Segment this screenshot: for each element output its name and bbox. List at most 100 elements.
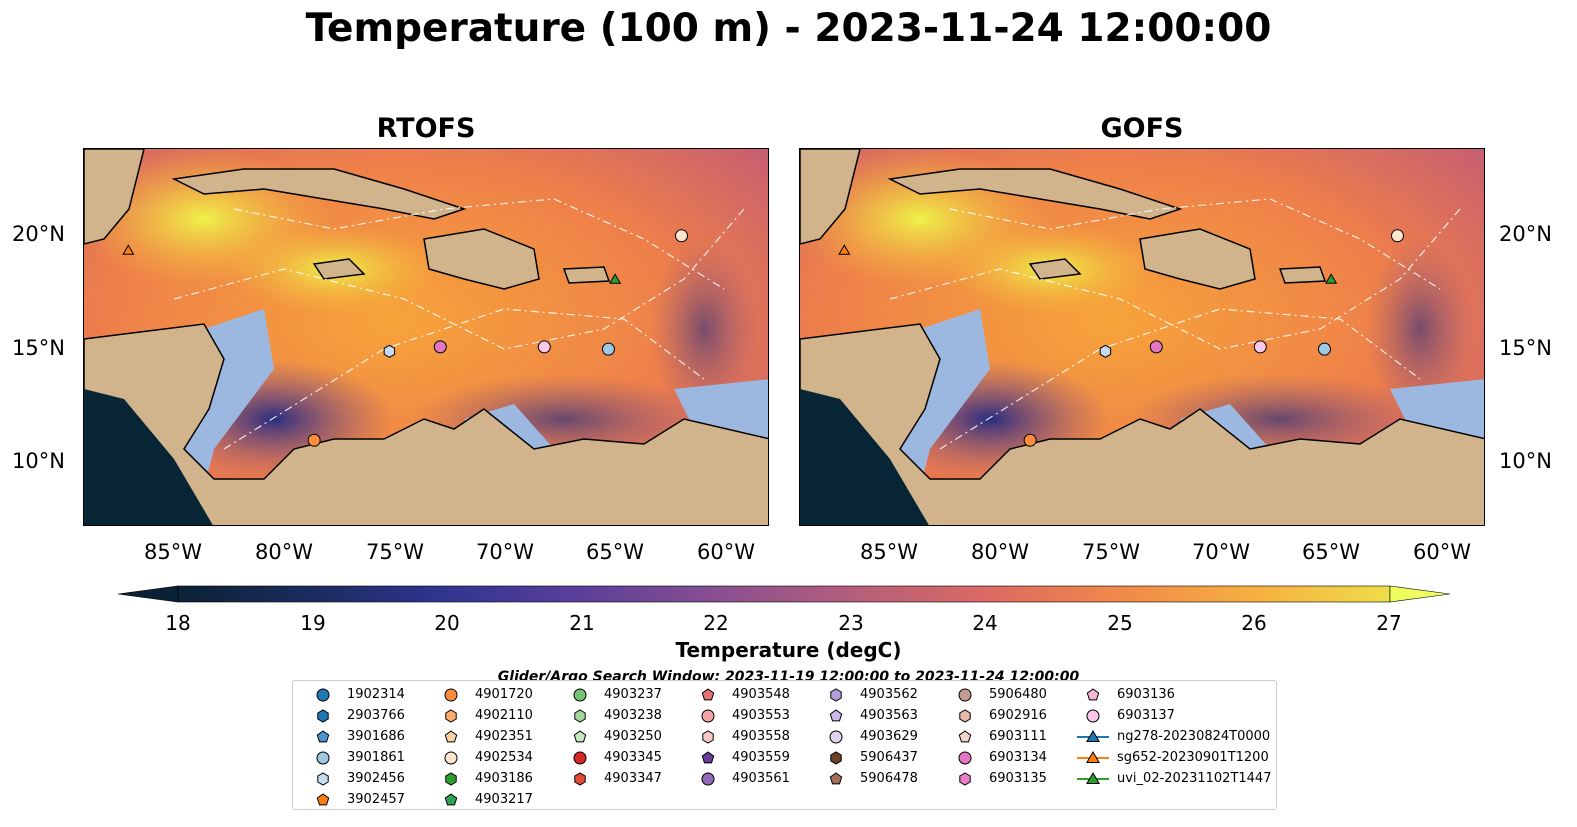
legend-marker-icon <box>573 751 587 765</box>
legend-item-label: 4903559 <box>732 750 790 765</box>
marker-3901861 <box>601 342 615 356</box>
legend-item-label: 4903558 <box>732 729 790 744</box>
cbar-tick-23: 23 <box>838 611 864 635</box>
legend-item-label: 4903629 <box>860 729 918 744</box>
legend-marker-icon <box>316 751 330 765</box>
lon-tick-60-gofs: 60°W <box>1413 540 1471 564</box>
lat-tick-20-right: 20°N <box>1499 222 1552 246</box>
legend-item-label: 3901686 <box>347 729 405 744</box>
cbar-tick-27: 27 <box>1376 611 1402 635</box>
legend-marker-icon <box>829 772 843 785</box>
gofs-map <box>799 148 1485 526</box>
marker-4901720 <box>1023 433 1037 447</box>
legend-marker-icon <box>701 709 715 723</box>
legend-item-label: ng278-20230824T0000 <box>1117 729 1271 744</box>
legend-item-label: 6903137 <box>1117 708 1175 723</box>
legend-item-label: 4903345 <box>604 750 662 765</box>
lat-tick-20-left: 20°N <box>12 222 65 246</box>
cbar-tick-25: 25 <box>1107 611 1133 635</box>
legend-marker-icon <box>444 688 458 702</box>
lon-tick-65-rtofs: 65°W <box>586 540 644 564</box>
marker-uvi_02-20231102T1447 <box>609 273 622 284</box>
lon-tick-80-gofs: 80°W <box>971 540 1029 564</box>
legend-item-label: 4903563 <box>860 708 918 723</box>
cbar-tick-21: 21 <box>569 611 595 635</box>
legend-item-label: 4903186 <box>475 771 533 786</box>
marker-6903137 <box>1253 340 1267 354</box>
marker-6903134 <box>1149 340 1163 354</box>
cbar-tick-20: 20 <box>434 611 460 635</box>
legend-marker-icon <box>573 688 587 702</box>
legend-item-label: 3902457 <box>347 792 405 807</box>
lon-tick-85-rtofs: 85°W <box>144 540 202 564</box>
lon-tick-80-rtofs: 80°W <box>255 540 313 564</box>
lon-tick-85-gofs: 85°W <box>860 540 918 564</box>
cbar-tick-26: 26 <box>1241 611 1267 635</box>
legend-item-label: 6903111 <box>989 729 1047 744</box>
lon-tick-75-gofs: 75°W <box>1082 540 1140 564</box>
map-canvas <box>800 149 1484 525</box>
legend-item-label: uvi_02-20231102T1447 <box>1117 771 1272 786</box>
legend-item-label: 4902534 <box>475 750 533 765</box>
legend-item-label: 6902916 <box>989 708 1047 723</box>
panel-title-gofs: GOFS <box>1100 113 1184 144</box>
legend-item-label: 6903135 <box>989 771 1047 786</box>
legend-marker-icon <box>702 730 714 744</box>
legend-item-label: 4903250 <box>604 729 662 744</box>
legend-item-label: 5906478 <box>860 771 918 786</box>
legend-item-label: 6903134 <box>989 750 1047 765</box>
legend-marker-icon <box>958 751 972 765</box>
legend-item-label: 4902110 <box>475 708 533 723</box>
legend-marker-icon <box>316 730 330 743</box>
marker-4901720 <box>307 433 321 447</box>
legend-item-label: 4903561 <box>732 771 790 786</box>
legend-marker-icon <box>1086 709 1100 723</box>
legend-item-label: 4903237 <box>604 687 662 702</box>
legend-marker-icon <box>573 730 587 743</box>
legend-marker-icon <box>1077 730 1109 742</box>
lat-tick-10-right: 10°N <box>1499 449 1552 473</box>
marker-4902534 <box>674 229 688 243</box>
colorbar <box>117 585 1451 603</box>
legend-marker-icon <box>1077 772 1109 784</box>
legend-marker-icon <box>317 772 329 786</box>
legend: 1902314 2903766 3901686 3901861 3902456 39024… <box>292 680 1277 810</box>
marker-4902534 <box>1390 229 1404 243</box>
marker-uvi_02-20231102T1447 <box>1325 273 1338 284</box>
legend-item-label: 3902456 <box>347 771 405 786</box>
legend-marker-icon <box>701 751 715 764</box>
legend-item-label: 5906437 <box>860 750 918 765</box>
lon-tick-70-rtofs: 70°W <box>476 540 534 564</box>
cbar-tick-24: 24 <box>972 611 998 635</box>
marker-6903137 <box>537 340 551 354</box>
legend-marker-icon <box>829 709 843 722</box>
legend-item-label: 4903217 <box>475 792 533 807</box>
legend-item-label: 5906480 <box>989 687 1047 702</box>
legend-marker-icon <box>701 772 715 786</box>
lat-tick-15-left: 15°N <box>12 336 65 360</box>
legend-marker-icon <box>701 688 715 701</box>
marker-sg652-20230901T1200 <box>838 244 851 255</box>
panel-title-rtofs: RTOFS <box>376 113 476 144</box>
legend-item-label: 4903347 <box>604 771 662 786</box>
legend-item-label: 1902314 <box>347 687 405 702</box>
legend-marker-icon <box>317 709 329 723</box>
cbar-tick-18: 18 <box>165 611 191 635</box>
cbar-tick-22: 22 <box>703 611 729 635</box>
legend-marker-icon <box>316 688 330 702</box>
legend-marker-icon <box>444 730 458 743</box>
legend-item-label: 4901720 <box>475 687 533 702</box>
legend-marker-icon <box>958 688 972 702</box>
legend-marker-icon <box>830 688 842 702</box>
legend-item-label: 3901861 <box>347 750 405 765</box>
legend-item-label: 6903136 <box>1117 687 1175 702</box>
legend-item-label: 4903548 <box>732 687 790 702</box>
cbar-tick-19: 19 <box>300 611 326 635</box>
marker-3902456 <box>1099 344 1112 358</box>
legend-marker-icon <box>959 709 971 723</box>
legend-item-label: 4902351 <box>475 729 533 744</box>
legend-item-label: 4903238 <box>604 708 662 723</box>
figure-title: Temperature (100 m) - 2023-11-24 12:00:0… <box>305 6 1272 51</box>
legend-marker-icon <box>1077 751 1109 763</box>
legend-marker-icon <box>445 772 457 786</box>
